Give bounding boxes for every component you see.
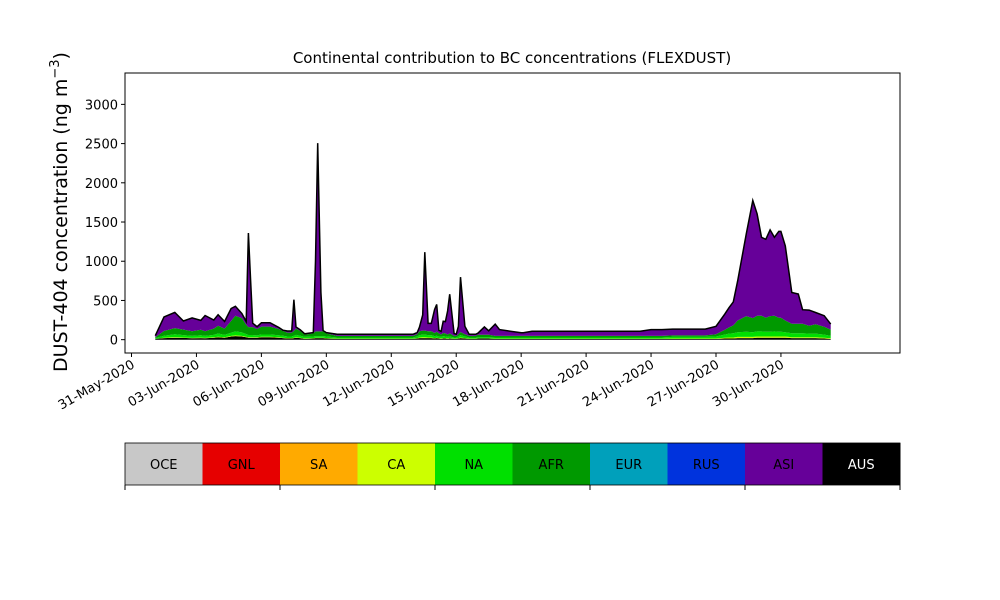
stacked-area-series [155,143,831,340]
y-axis-label: DUST-404 concentration (ng m−3) [48,52,72,372]
legend-frame [124,442,901,486]
legend-swatch-ca [357,443,436,485]
y-tick-label: 2500 [85,138,118,153]
legend-swatch-na [435,443,513,485]
y-tick-label: 500 [93,294,118,309]
area-na [155,331,831,339]
y-tick-label: 2000 [85,177,118,192]
legend-swatch-eur [590,443,668,485]
area-afr [155,315,831,339]
legend-label-gnl: GNL [228,458,256,473]
x-axis: 31-May-202003-Jun-202006-Jun-202009-Jun-… [56,353,787,413]
x-tick-label: 18-Jun-2020 [450,357,527,410]
x-tick-label: 12-Jun-2020 [320,357,397,410]
area-ca [155,335,831,339]
x-tick-label: 30-Jun-2020 [710,357,787,410]
legend-label-na: NA [464,458,483,473]
x-tick-label: 03-Jun-2020 [126,357,203,410]
legend-swatch-asi [745,443,823,485]
legend-colorbar: OCE GNL SA CA NA AFR EUR RUS ASI AUS [124,442,901,490]
legend-label-rus: RUS [693,458,720,473]
total-outline [154,143,832,337]
legend-label-afr: AFR [539,458,564,473]
y-axis: 0 500 1000 1500 2000 2500 3000 [85,98,125,349]
y-axis-label-exponent: −3 [48,59,63,78]
y-tick-label: 3000 [85,98,118,113]
legend-label-oce: OCE [150,458,178,473]
x-tick-label: 09-Jun-2020 [256,357,333,410]
x-tick-label: 21-Jun-2020 [515,357,592,410]
legend-label-asi: ASI [773,458,794,473]
legend-swatch-sa [280,443,358,485]
x-tick-label: 24-Jun-2020 [580,357,657,410]
legend-swatch-gnl [202,443,281,485]
x-tick-label: 27-Jun-2020 [645,357,722,410]
legend-label-eur: EUR [615,458,642,473]
y-tick-label: 1000 [85,255,118,270]
x-tick-label: 06-Jun-2020 [191,357,268,410]
legend-label-sa: SA [310,458,327,473]
legend-swatch-oce [125,443,203,485]
y-tick-label: 0 [110,334,118,349]
plot-frame [124,72,901,354]
legend-swatch-afr [512,443,591,485]
legend-swatch-aus [822,443,901,485]
y-axis-label-main: DUST-404 concentration (ng m [50,79,72,372]
legend-label-aus: AUS [848,458,875,473]
area-aus [155,336,831,340]
x-tick-label: 15-Jun-2020 [385,357,462,410]
y-axis-label-close: ) [50,52,72,59]
y-tick-label: 1500 [85,216,118,231]
legend-label-ca: CA [387,458,405,473]
legend-swatch-rus [667,443,746,485]
chart-title: Continental contribution to BC concentra… [293,49,731,67]
